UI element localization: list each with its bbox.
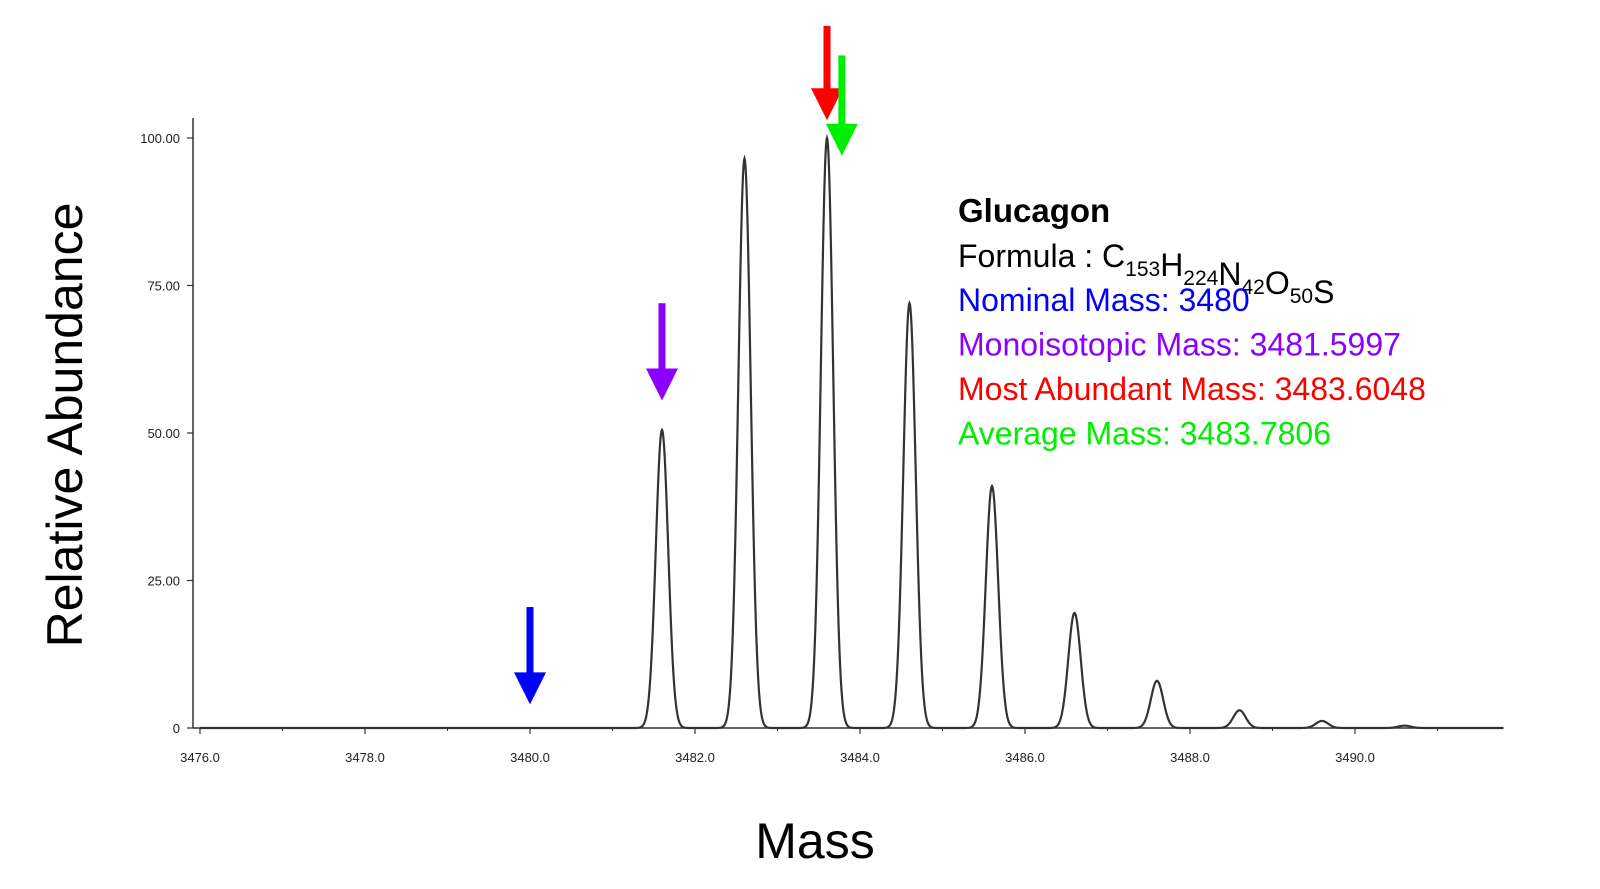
nominal-arrow: [514, 607, 546, 705]
x-tick-label: 3488.0: [1170, 750, 1210, 765]
formula-element: H: [1160, 247, 1183, 283]
formula-subscript: 42: [1241, 276, 1264, 299]
x-tick-label: 3486.0: [1005, 750, 1045, 765]
mass-line: Nominal Mass: 3480: [958, 282, 1250, 318]
y-tick-label: 100.00: [140, 131, 180, 146]
formula-subscript: 224: [1183, 267, 1218, 290]
average-arrow-head: [825, 123, 858, 156]
formula-line: Formula : C153H224N42O50S: [958, 238, 1334, 310]
x-tick-label: 3476.0: [180, 750, 220, 765]
formula-label: Formula :: [958, 238, 1102, 274]
mass-line: Most Abundant Mass: 3483.6048: [958, 371, 1426, 407]
compound-name: Glucagon: [958, 192, 1110, 229]
x-tick-label: 3490.0: [1335, 750, 1375, 765]
x-tick-label: 3480.0: [510, 750, 550, 765]
formula-element: O: [1265, 265, 1290, 301]
nominal-arrow-head: [514, 672, 546, 705]
formula-element: N: [1218, 256, 1241, 292]
x-tick-label: 3478.0: [345, 750, 385, 765]
nominal-arrow-shaft: [526, 607, 534, 675]
mass-line: Monoisotopic Mass: 3481.5997: [958, 327, 1401, 363]
y-tick-label: 0: [173, 721, 180, 736]
monoisotopic-arrow-shaft: [658, 303, 666, 371]
most-abundant-arrow-shaft: [823, 25, 831, 91]
monoisotopic-arrow: [646, 303, 678, 401]
average-arrow-shaft: [838, 55, 846, 126]
most-abundant-arrow-head: [811, 88, 843, 121]
average-arrow: [825, 55, 858, 156]
y-tick-label: 50.00: [147, 426, 180, 441]
formula-subscript: 153: [1125, 258, 1160, 281]
formula-subscript: 50: [1290, 285, 1313, 308]
tick-labels: 3476.0 3478.0 3480.0 3482.0 3484.0 3486.0 3488…: [140, 131, 1375, 765]
mass-line: Average Mass: 3483.7806: [958, 416, 1331, 452]
x-tick-label: 3482.0: [675, 750, 715, 765]
mass-arrows: [514, 25, 858, 705]
formula-element: S: [1313, 274, 1334, 310]
y-tick-label: 25.00: [147, 574, 180, 589]
compound-info: Glucagon Formula : C153H224N42O50S Nomin…: [958, 192, 1426, 452]
spectrum-line: [200, 133, 1504, 730]
formula-element: C: [1102, 238, 1125, 274]
mass-lines: Nominal Mass: 3480 Monoisotopic Mass: 348…: [958, 282, 1426, 452]
y-tick-label: 75.00: [147, 279, 180, 294]
monoisotopic-arrow-head: [646, 368, 678, 401]
most-abundant-arrow: [811, 25, 843, 121]
y-axis-title: Relative Abundance: [37, 203, 93, 648]
x-tick-label: 3484.0: [840, 750, 880, 765]
x-axis-title: Mass: [755, 813, 874, 869]
